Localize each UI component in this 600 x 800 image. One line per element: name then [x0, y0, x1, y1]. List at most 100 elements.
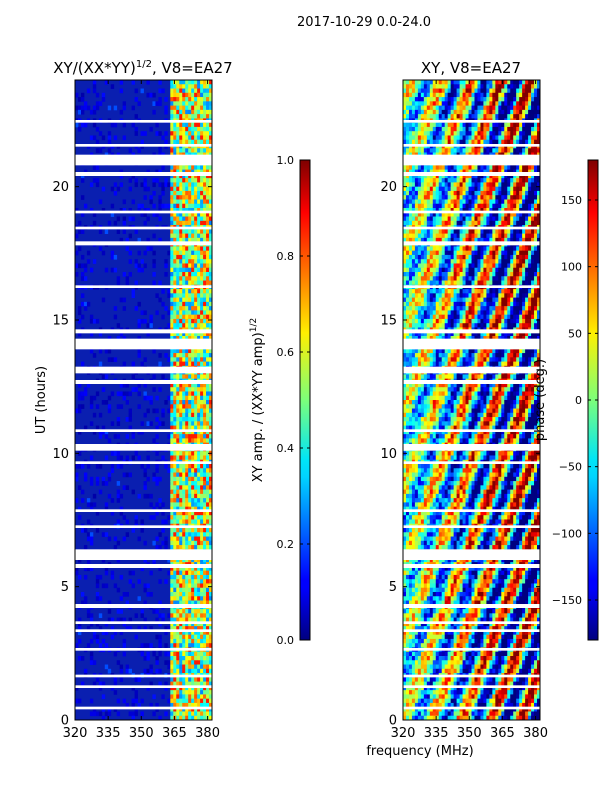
heatmap-cell [173, 318, 177, 324]
heatmap-cell [203, 566, 207, 572]
heatmap-cell [206, 306, 210, 311]
heatmap-cell [185, 711, 189, 717]
heatmap-cell [528, 186, 532, 192]
heatmap-cell [86, 502, 91, 508]
heatmap-cell [465, 216, 469, 222]
heatmap-cell [504, 233, 508, 239]
heatmap-cell [182, 532, 186, 537]
heatmap-cell [537, 237, 540, 243]
heatmap-cell [146, 455, 150, 461]
heatmap-cell [432, 97, 437, 102]
heatmap-cell [462, 182, 466, 188]
heatmap-cell [152, 515, 156, 520]
heatmap-cell [209, 681, 212, 687]
heatmap-cell [453, 208, 458, 213]
heatmap-cell [158, 216, 162, 222]
phase-panel-title: XY, V8=EA27 [421, 59, 521, 77]
heatmap-cell [465, 122, 469, 128]
heatmap-cell [170, 438, 174, 444]
heatmap-cell [200, 212, 204, 217]
heatmap-cell [75, 208, 79, 213]
heatmap-cell [516, 216, 520, 222]
heatmap-cell [203, 583, 207, 589]
heatmap-cell [203, 609, 207, 614]
heatmap-cell [173, 660, 177, 665]
heatmap-cell [450, 80, 455, 85]
heatmap-cell [197, 694, 201, 700]
heatmap-cell [462, 169, 466, 175]
heatmap-cell [519, 229, 523, 234]
heatmap-cell [194, 502, 198, 508]
heatmap-cell [516, 105, 520, 111]
heatmap-cell [489, 114, 493, 119]
heatmap-cell [206, 493, 210, 499]
heatmap-cell [438, 80, 443, 85]
heatmap-cell [203, 455, 207, 461]
heatmap-cell [194, 353, 198, 358]
heatmap-cell [438, 190, 443, 196]
heatmap-cell [459, 97, 463, 102]
heatmap-cell [176, 297, 180, 303]
heatmap-cell [170, 485, 174, 490]
heatmap-cell [468, 109, 472, 115]
heatmap-cell [206, 186, 210, 192]
heatmap-cell [194, 84, 198, 89]
heatmap-cell [185, 664, 189, 670]
heatmap-cell [197, 80, 201, 85]
heatmap-cell [423, 131, 428, 136]
heatmap-cell [405, 109, 410, 115]
heatmap-cell [182, 267, 186, 273]
heatmap-cell [170, 668, 174, 674]
heatmap-cell [468, 139, 472, 145]
heatmap-cell [179, 545, 183, 550]
heatmap-cell [167, 626, 171, 631]
heatmap-cell [408, 148, 413, 153]
heatmap-cell [197, 357, 201, 362]
heatmap-cell [504, 97, 508, 102]
heatmap-cell [483, 220, 487, 226]
heatmap-cell [411, 122, 416, 128]
heatmap-cell [513, 148, 517, 153]
heatmap-cell [420, 97, 425, 102]
heatmap-cell [191, 109, 195, 115]
heatmap-cell [170, 404, 174, 409]
heatmap-cell [495, 216, 499, 222]
heatmap-cell [173, 476, 177, 482]
heatmap-cell [122, 617, 127, 623]
heatmap-cell [403, 208, 407, 213]
heatmap-cell [176, 685, 180, 691]
heatmap-cell [504, 178, 508, 183]
heatmap-cell [474, 173, 478, 179]
heatmap-cell [480, 122, 484, 128]
heatmap-cell [110, 267, 115, 273]
heatmap-cell [158, 361, 162, 367]
heatmap-cell [176, 702, 180, 708]
heatmap-cell [92, 660, 97, 665]
heatmap-cell [176, 190, 180, 196]
heatmap-cell [206, 263, 210, 269]
heatmap-cell [194, 114, 198, 119]
heatmap-cell [203, 101, 207, 106]
heatmap-cell [101, 186, 106, 192]
heatmap-cell [468, 203, 472, 209]
heatmap-cell [194, 566, 198, 572]
heatmap-cell [200, 250, 204, 256]
heatmap-cell [185, 97, 189, 102]
heatmap-cell [200, 481, 204, 486]
heatmap-cell [170, 532, 174, 537]
heatmap-cell [194, 613, 198, 618]
heatmap-cell [80, 263, 85, 269]
heatmap-cell [483, 173, 487, 179]
heatmap-cell [477, 92, 481, 98]
heatmap-cell [519, 173, 523, 179]
heatmap-cell [438, 92, 443, 98]
heatmap-cell [522, 203, 526, 209]
heatmap-cell [89, 566, 94, 572]
heatmap-cell [417, 84, 422, 89]
heatmap-cell [179, 182, 183, 188]
heatmap-cell [203, 417, 207, 422]
heatmap-cell [182, 122, 186, 128]
heatmap-cell [528, 173, 532, 179]
heatmap-cell [206, 425, 210, 431]
heatmap-cell [182, 84, 186, 89]
